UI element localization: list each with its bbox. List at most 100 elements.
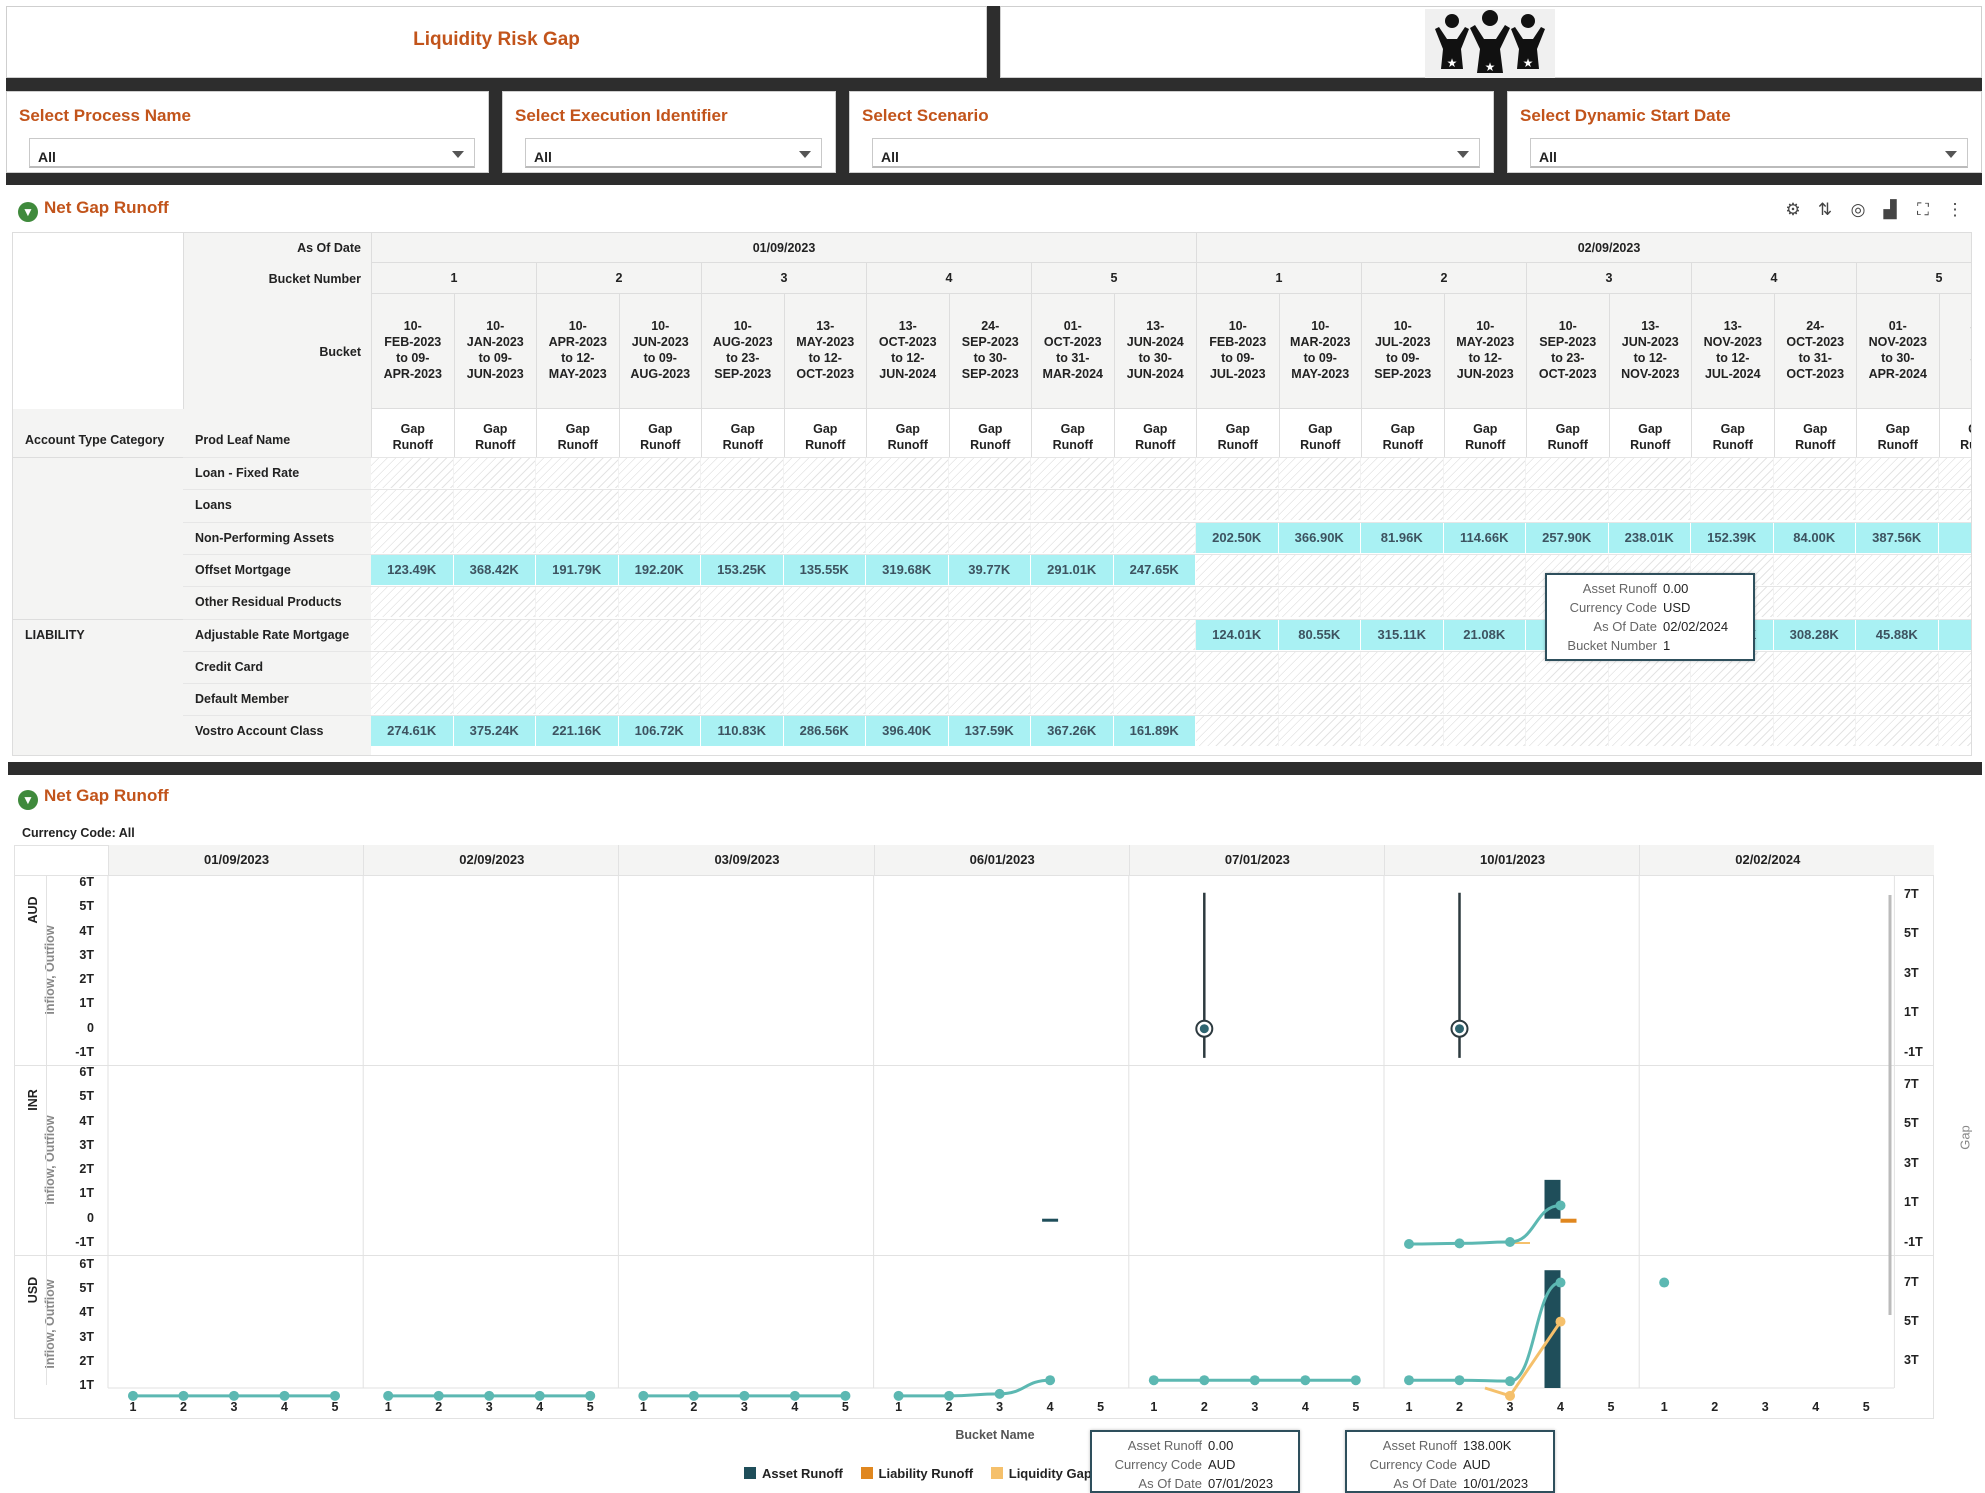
bucket-number-header: 1 — [371, 263, 536, 294]
chart-settings-icon[interactable]: ▟ — [1883, 200, 1897, 219]
legend-item[interactable]: Liability Runoff — [860, 1466, 973, 1481]
table-cell[interactable]: 257.90K — [1526, 523, 1609, 553]
empty-cell — [948, 523, 1031, 553]
table-cell[interactable]: 123.49K — [371, 555, 454, 585]
svg-text:★: ★ — [1523, 56, 1534, 70]
table-cell[interactable]: 247.65K — [1113, 555, 1196, 585]
measure-header-line: Gap — [1638, 422, 1663, 436]
dynamic-start-date-select[interactable]: All — [1530, 138, 1968, 168]
header-account-type-category: Account Type Category — [25, 433, 165, 447]
measure-header-line: Runoff — [805, 438, 846, 452]
y2-tick-label: 5T — [1904, 1313, 1919, 1328]
measure-header-line: Gap — [895, 422, 920, 436]
filter-funnel-icon[interactable]: ▼ — [18, 202, 38, 222]
bucket-number-header: 3 — [701, 263, 866, 294]
empty-cell — [1938, 555, 1971, 585]
empty-cell — [1608, 716, 1691, 746]
bucket-header: 13- JUN-2024 to 30- JUN-2024 — [1113, 294, 1196, 409]
refresh-icon[interactable]: ⚙ — [1785, 200, 1801, 219]
empty-cell — [948, 652, 1031, 682]
table-cell[interactable]: 315.11K — [1361, 620, 1444, 650]
bucket-header-line: 13- — [816, 319, 835, 333]
row-separator — [14, 1065, 1934, 1066]
bucket-header-line: 10- — [568, 319, 587, 333]
table-cell[interactable]: 308.28K — [1773, 620, 1856, 650]
filter-funnel-icon[interactable]: ▼ — [18, 790, 38, 810]
empty-cell — [1691, 490, 1774, 520]
execution-identifier-select[interactable]: All — [525, 138, 822, 168]
table-cell[interactable]: 84.00K — [1773, 523, 1856, 553]
empty-cell — [1773, 490, 1856, 520]
empty-cell — [1443, 555, 1526, 585]
bucket-header-line: FEB-2023 — [1209, 335, 1267, 349]
table-cell[interactable]: 161.89K — [1113, 716, 1196, 746]
table-cell[interactable]: 366.90K — [1278, 523, 1361, 553]
table-cell[interactable]: 5 — [1938, 523, 1971, 553]
table-cell[interactable]: 110.83K — [701, 716, 784, 746]
sort-icon[interactable]: ⇅ — [1817, 200, 1833, 219]
table-cell[interactable]: 80.55K — [1278, 620, 1361, 650]
empty-cell — [866, 620, 949, 650]
header-divider — [987, 6, 1000, 78]
y-tick-label: 2T — [79, 1353, 94, 1368]
target-icon[interactable]: ◎ — [1850, 200, 1866, 219]
table-cell[interactable]: 124.01K — [1196, 620, 1279, 650]
x-tick-label: 2 — [435, 1400, 443, 1414]
x-tick-label: 3 — [1251, 1400, 1259, 1414]
table-cell[interactable]: 192.20K — [618, 555, 701, 585]
empty-cell — [1361, 652, 1444, 682]
bucket-header-line: APR-2024 — [1868, 367, 1927, 381]
table-cell[interactable]: 153.25K — [701, 555, 784, 585]
page-title: Liquidity Risk Gap — [413, 29, 580, 50]
bucket-header-line: MAY-2023 — [548, 367, 607, 381]
bucket-header-line: JUN-2024 — [879, 367, 937, 381]
x-tick-label: 1 — [895, 1400, 903, 1414]
table-cell[interactable]: 221.16K — [536, 716, 619, 746]
scenario-select[interactable]: All — [872, 138, 1480, 168]
measure-header: Gap Runoff — [1278, 409, 1362, 457]
table-cell[interactable]: 13 — [1938, 620, 1971, 650]
table-cell[interactable]: 367.26K — [1031, 716, 1114, 746]
prod-leaf-name: Offset Mortgage — [195, 563, 291, 577]
y2-tick-label: -1T — [1904, 1045, 1923, 1059]
x-tick-label: 3 — [230, 1400, 238, 1414]
table-cell[interactable]: 137.59K — [948, 716, 1031, 746]
empty-cell — [866, 523, 949, 553]
bucket-header-line: MAY-2023 — [796, 335, 855, 349]
empty-cell — [1938, 716, 1971, 746]
process-name-select[interactable]: All — [29, 138, 475, 168]
table-cell[interactable]: 368.42K — [453, 555, 536, 585]
table-cell[interactable]: 45.88K — [1856, 620, 1939, 650]
table-cell[interactable]: 319.68K — [866, 555, 949, 585]
table-cell[interactable]: 106.72K — [618, 716, 701, 746]
bucket-header-line: to — [1940, 334, 1972, 350]
empty-cell — [783, 587, 866, 617]
table-cell[interactable]: 286.56K — [783, 716, 866, 746]
table-cell[interactable]: 396.40K — [866, 716, 949, 746]
table-cell[interactable]: 238.01K — [1608, 523, 1691, 553]
measure-header-line: Gap — [648, 422, 673, 436]
table-cell[interactable]: 152.39K — [1691, 523, 1774, 553]
tooltip-value: 10/01/2023 — [1463, 1476, 1529, 1491]
table-cell[interactable]: 39.77K — [948, 555, 1031, 585]
table-cell[interactable]: 21.08K — [1443, 620, 1526, 650]
legend-item[interactable]: Asset Runoff — [744, 1466, 843, 1481]
table-cell[interactable]: 135.55K — [783, 555, 866, 585]
table-cell[interactable]: 274.61K — [371, 716, 454, 746]
x-tick-label: 3 — [996, 1400, 1004, 1414]
table-cell[interactable]: 387.56K — [1856, 523, 1939, 553]
measure-header: Gap Runoff — [866, 409, 949, 457]
y-tick-label: -1T — [75, 1235, 94, 1249]
table-cell[interactable]: 81.96K — [1361, 523, 1444, 553]
measure-header: Gap Runoff — [783, 409, 867, 457]
more-options-icon[interactable]: ⋮ — [1946, 200, 1964, 219]
bucket-header-line: AUG-2023 — [712, 335, 773, 349]
table-cell[interactable]: 202.50K — [1196, 523, 1279, 553]
table-cell[interactable]: 291.01K — [1031, 555, 1114, 585]
bucket-header-line: SEP-2023 — [714, 367, 772, 381]
table-cell[interactable]: 191.79K — [536, 555, 619, 585]
table-cell[interactable]: 114.66K — [1443, 523, 1526, 553]
fullscreen-icon[interactable]: ⛶ — [1917, 200, 1929, 219]
table-cell[interactable]: 375.24K — [453, 716, 536, 746]
legend-item[interactable]: Liquidity Gap — [990, 1466, 1092, 1481]
